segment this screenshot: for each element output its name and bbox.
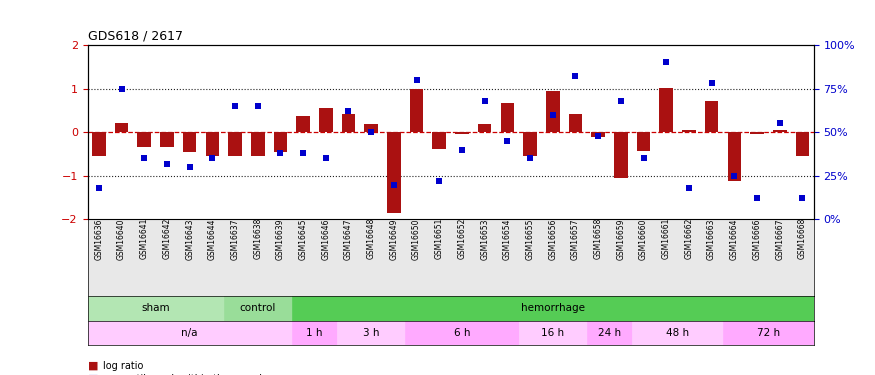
- Bar: [92, 132, 106, 156]
- Bar: [632, 321, 723, 345]
- Bar: [432, 132, 446, 149]
- Text: 16 h: 16 h: [542, 328, 564, 338]
- Bar: [88, 321, 291, 345]
- Bar: [587, 321, 632, 345]
- Bar: [727, 132, 741, 181]
- Text: 6 h: 6 h: [454, 328, 470, 338]
- Text: 3 h: 3 h: [363, 328, 380, 338]
- Bar: [660, 88, 673, 132]
- Bar: [405, 321, 519, 345]
- Bar: [795, 132, 809, 156]
- Bar: [410, 90, 423, 132]
- Bar: [88, 296, 224, 321]
- Text: percentile rank within the sample: percentile rank within the sample: [103, 374, 269, 375]
- Bar: [750, 132, 764, 134]
- Bar: [519, 321, 587, 345]
- Bar: [341, 114, 355, 132]
- Bar: [387, 132, 401, 213]
- Bar: [614, 132, 627, 178]
- Bar: [592, 132, 605, 138]
- Bar: [137, 132, 151, 147]
- Bar: [478, 124, 492, 132]
- Bar: [705, 101, 718, 132]
- Bar: [228, 132, 242, 156]
- Bar: [206, 132, 219, 156]
- Bar: [319, 108, 332, 132]
- Bar: [682, 130, 696, 132]
- Text: sham: sham: [141, 303, 170, 313]
- Text: GDS618 / 2617: GDS618 / 2617: [88, 30, 183, 42]
- Bar: [455, 132, 469, 134]
- Bar: [569, 114, 582, 132]
- Bar: [337, 321, 405, 345]
- Bar: [773, 130, 787, 132]
- Bar: [251, 132, 264, 156]
- Text: control: control: [240, 303, 276, 313]
- Bar: [274, 132, 287, 152]
- Text: 72 h: 72 h: [757, 328, 780, 338]
- Text: 48 h: 48 h: [666, 328, 690, 338]
- Bar: [297, 116, 310, 132]
- Text: 1 h: 1 h: [306, 328, 323, 338]
- Bar: [523, 132, 537, 156]
- Bar: [160, 132, 174, 147]
- Bar: [291, 321, 337, 345]
- Bar: [183, 132, 196, 152]
- Bar: [637, 132, 650, 150]
- Bar: [115, 123, 129, 132]
- Bar: [546, 91, 560, 132]
- Bar: [224, 296, 291, 321]
- Text: log ratio: log ratio: [103, 361, 144, 370]
- Text: ■: ■: [88, 361, 98, 370]
- Bar: [291, 296, 814, 321]
- Bar: [500, 102, 514, 132]
- Bar: [364, 124, 378, 132]
- Bar: [723, 321, 814, 345]
- Text: 24 h: 24 h: [598, 328, 621, 338]
- Text: ■: ■: [88, 374, 98, 375]
- Text: hemorrhage: hemorrhage: [521, 303, 584, 313]
- Text: n/a: n/a: [181, 328, 198, 338]
